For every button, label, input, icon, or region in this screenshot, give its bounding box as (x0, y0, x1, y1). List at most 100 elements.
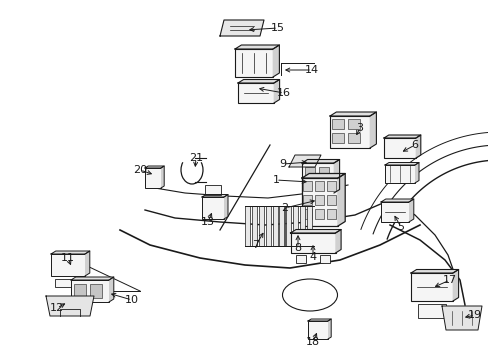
Bar (279, 206, 284, 246)
Text: 21: 21 (188, 153, 203, 163)
Polygon shape (85, 251, 90, 276)
Text: 14: 14 (305, 65, 318, 75)
Bar (331, 133, 343, 143)
Text: 5: 5 (397, 222, 404, 232)
Bar (71, 280, 109, 302)
Bar (417, 304, 445, 318)
Polygon shape (329, 112, 376, 116)
Bar (272, 206, 278, 246)
Bar (305, 180, 314, 189)
Polygon shape (302, 159, 339, 163)
Text: 16: 16 (276, 88, 290, 98)
Polygon shape (220, 20, 264, 36)
Text: 12: 12 (50, 303, 64, 313)
Text: 4: 4 (309, 252, 316, 262)
Bar (384, 165, 414, 183)
Bar (292, 206, 297, 246)
Bar (299, 206, 305, 246)
Bar (244, 206, 249, 246)
Polygon shape (145, 166, 164, 168)
Polygon shape (71, 277, 114, 280)
Bar (235, 49, 272, 77)
Bar (302, 181, 311, 191)
Text: 11: 11 (61, 253, 75, 263)
Bar (202, 197, 224, 219)
Text: 8: 8 (294, 243, 301, 253)
Bar (380, 202, 408, 222)
Bar (302, 195, 311, 205)
Bar (90, 284, 102, 298)
Polygon shape (224, 194, 227, 219)
Bar (265, 206, 270, 246)
Polygon shape (161, 166, 164, 188)
Text: 17: 17 (442, 275, 456, 285)
Polygon shape (327, 319, 330, 339)
Polygon shape (333, 159, 339, 193)
Bar (347, 119, 359, 129)
Text: 7: 7 (252, 240, 259, 250)
Text: 15: 15 (270, 23, 285, 33)
Polygon shape (383, 135, 420, 138)
Bar (280, 206, 285, 246)
Polygon shape (235, 45, 279, 49)
Text: 10: 10 (125, 295, 139, 305)
Bar (306, 206, 311, 246)
Polygon shape (384, 162, 418, 165)
Bar (302, 178, 337, 226)
Bar (383, 138, 415, 158)
Bar (302, 163, 333, 193)
Text: 20: 20 (133, 165, 147, 175)
Bar (319, 255, 329, 263)
Bar (295, 255, 305, 263)
Text: 3: 3 (356, 123, 363, 133)
Polygon shape (414, 162, 418, 183)
Text: 19: 19 (467, 310, 481, 320)
Bar (326, 209, 335, 219)
Bar (314, 181, 323, 191)
Bar (326, 195, 335, 205)
Polygon shape (288, 155, 320, 167)
Bar (238, 83, 273, 103)
Bar (74, 284, 86, 298)
Text: 6: 6 (411, 140, 418, 150)
Polygon shape (46, 296, 94, 316)
Bar (251, 206, 257, 246)
Polygon shape (290, 230, 341, 233)
Text: 13: 13 (201, 217, 215, 227)
Bar (51, 254, 85, 276)
Bar (55, 279, 77, 287)
Polygon shape (272, 45, 279, 77)
Bar (331, 119, 343, 129)
Polygon shape (202, 194, 227, 197)
Polygon shape (302, 174, 345, 178)
Bar (314, 195, 323, 205)
Bar (410, 273, 452, 301)
Bar (326, 181, 335, 191)
Bar (302, 209, 311, 219)
Text: 9: 9 (279, 159, 286, 169)
Bar (285, 206, 290, 246)
Polygon shape (273, 80, 279, 103)
Polygon shape (337, 174, 345, 226)
Bar (318, 180, 328, 189)
Bar (307, 321, 327, 339)
Bar (290, 233, 335, 253)
Polygon shape (452, 270, 458, 301)
Bar (145, 168, 161, 188)
Polygon shape (109, 277, 114, 302)
Bar (259, 206, 264, 246)
Polygon shape (307, 319, 330, 321)
Polygon shape (380, 199, 413, 202)
Polygon shape (410, 270, 458, 273)
Polygon shape (369, 112, 376, 148)
Bar (318, 166, 328, 175)
Text: 18: 18 (305, 337, 320, 347)
Bar (314, 209, 323, 219)
Ellipse shape (282, 279, 337, 311)
Polygon shape (51, 251, 90, 254)
Polygon shape (441, 306, 481, 330)
Bar (204, 185, 221, 195)
Polygon shape (335, 230, 341, 253)
Text: 1: 1 (272, 175, 279, 185)
Polygon shape (408, 199, 413, 222)
